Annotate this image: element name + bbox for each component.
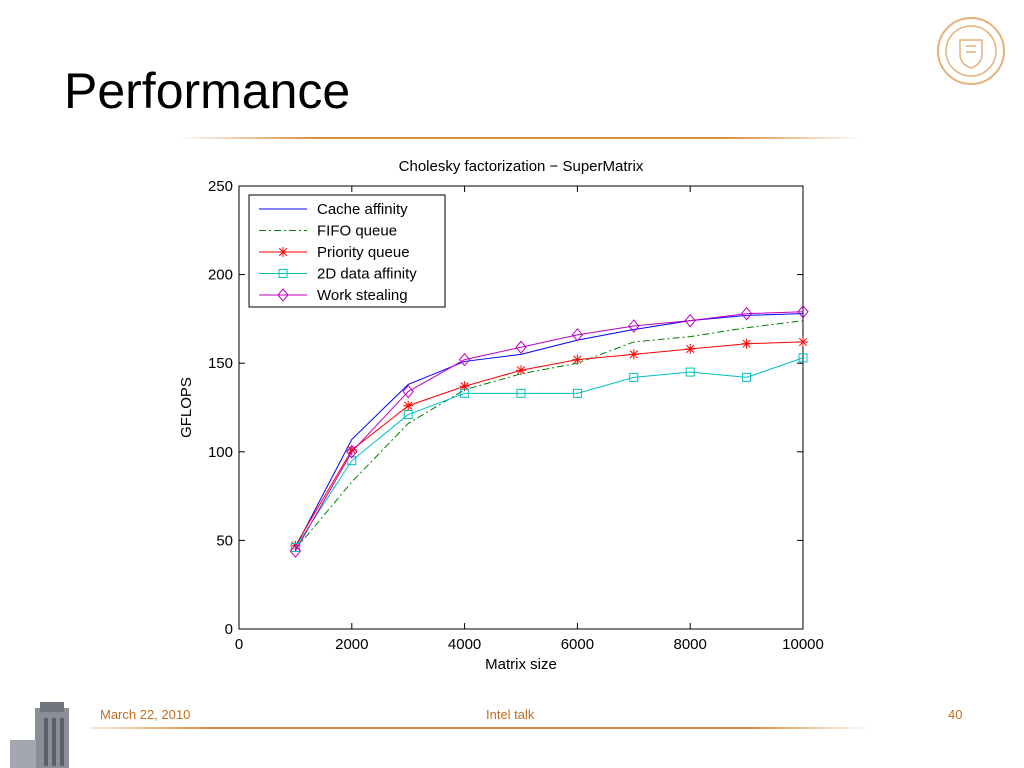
university-seal-icon xyxy=(937,17,1005,85)
y-tick-label: 50 xyxy=(216,532,233,549)
point-priority-queue xyxy=(572,354,583,365)
point-priority-queue xyxy=(346,445,357,456)
point-2d-data-affinity xyxy=(742,372,752,382)
x-tick-label: 10000 xyxy=(782,636,824,653)
chart: Cholesky factorization − SuperMatrix 0 200… xyxy=(178,158,824,673)
series-line-fifo-queue xyxy=(295,320,804,550)
x-axis-label: Matrix size xyxy=(485,656,557,673)
point-priority-queue xyxy=(798,336,808,347)
point-priority-queue xyxy=(516,365,526,376)
tower-image-icon xyxy=(0,700,90,768)
point-2d-data-affinity xyxy=(460,388,470,398)
page-title: Performance xyxy=(64,63,351,119)
point-work-stealing xyxy=(684,313,696,328)
point-work-stealing xyxy=(571,328,584,342)
legend-marker-priority-queue xyxy=(278,247,288,257)
y-axis-label: GFLOPS xyxy=(178,377,195,438)
point-work-stealing xyxy=(346,445,358,459)
point-priority-queue xyxy=(403,400,414,411)
x-tick-label: 4000 xyxy=(448,636,481,653)
x-tick-label: 8000 xyxy=(674,636,707,653)
legend-label: 2D data affinity xyxy=(317,266,417,283)
point-priority-queue xyxy=(741,338,752,349)
chart-title: Cholesky factorization − SuperMatrix xyxy=(399,158,644,175)
point-work-stealing xyxy=(289,544,302,558)
y-tick-label: 0 xyxy=(225,621,233,638)
point-2d-data-affinity xyxy=(290,542,300,552)
point-2d-data-affinity xyxy=(403,410,413,420)
x-tick-label: 0 xyxy=(235,636,243,653)
footer-divider xyxy=(90,727,870,729)
y-tick-label: 250 xyxy=(208,178,233,195)
y-tick-label: 150 xyxy=(208,355,233,372)
y-tick-label: 200 xyxy=(208,267,233,284)
page-number: 40 xyxy=(948,707,963,722)
legend-marker-work-stealing xyxy=(277,288,289,302)
point-2d-data-affinity xyxy=(516,388,526,398)
point-work-stealing xyxy=(402,384,414,399)
point-2d-data-affinity xyxy=(572,388,582,398)
title-divider xyxy=(175,137,865,139)
point-priority-queue xyxy=(685,344,696,355)
series-line-2d-data-affinity xyxy=(294,357,804,548)
x-tick-label: 2000 xyxy=(335,636,368,653)
y-tick-label: 100 xyxy=(208,444,233,461)
point-priority-queue xyxy=(628,349,639,360)
series-line-cache-affinity xyxy=(294,313,804,548)
legend-label: Cache affinity xyxy=(317,201,408,218)
footer-title: Intel talk xyxy=(486,707,535,722)
legend-label: Priority queue xyxy=(317,244,410,261)
x-tick-label: 6000 xyxy=(561,636,594,653)
legend-label: FIFO queue xyxy=(317,223,397,240)
point-2d-data-affinity xyxy=(685,367,695,377)
point-work-stealing xyxy=(458,352,471,367)
legend-marker-2d-data-affinity xyxy=(278,269,288,278)
point-work-stealing xyxy=(515,340,527,355)
footer-date: March 22, 2010 xyxy=(100,707,191,722)
point-2d-data-affinity xyxy=(798,353,808,363)
point-work-stealing xyxy=(740,306,753,321)
legend-label: Work stealing xyxy=(317,287,408,304)
series-line-work-stealing xyxy=(294,311,804,552)
point-work-stealing xyxy=(628,319,640,333)
point-2d-data-affinity xyxy=(347,456,357,466)
point-2d-data-affinity xyxy=(629,372,639,382)
point-work-stealing xyxy=(797,305,809,319)
series-line-priority-queue xyxy=(294,341,804,546)
